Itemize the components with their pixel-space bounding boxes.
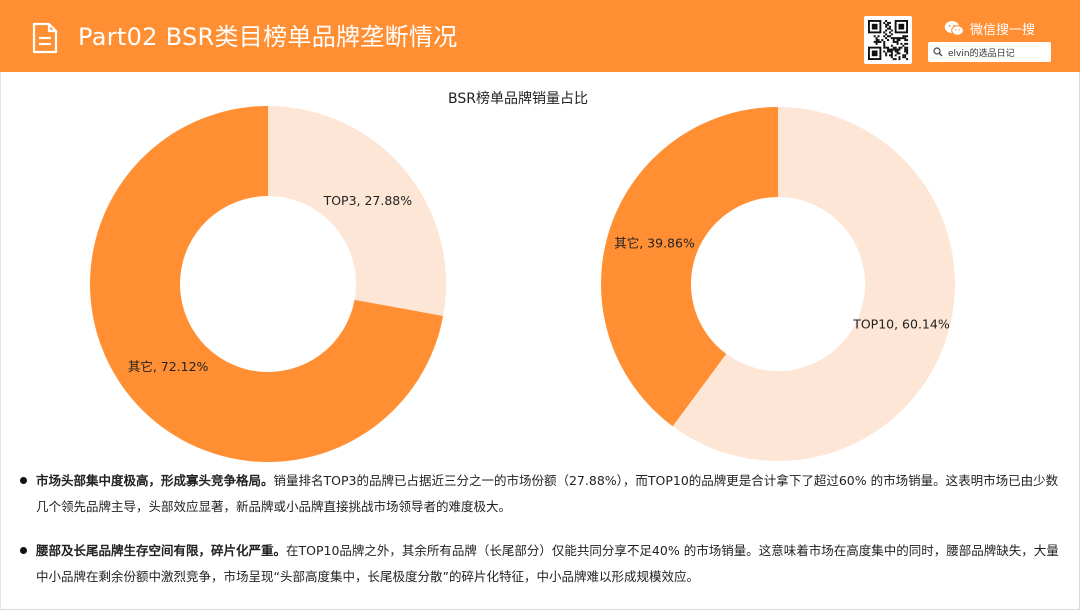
bullet-2-text: 在TOP10品牌之外，其余所有品牌（长尾部分）仅能共同分享不足40% 的市场销量… bbox=[36, 543, 1059, 584]
donut-charts: BSR榜单品牌销量占比 TOP3, 27.88% 其它, 72.12% TOP10,… bbox=[89, 90, 955, 462]
search-box[interactable]: elvin的选品日记 bbox=[928, 42, 1051, 62]
bullet-dot bbox=[20, 477, 27, 484]
donut-2-slice-2 bbox=[601, 107, 778, 427]
donut-2-label-2: 其它, 39.86% bbox=[614, 235, 695, 250]
bullet-item-2: 腰部及长尾品牌生存空间有限，碎片化严重。在TOP10品牌之外，其余所有品牌（长尾… bbox=[20, 538, 1065, 590]
bullet-list: 市场头部集中度极高，形成寡头竞争格局。销量排名TOP3的品牌已占据近三分之一的市… bbox=[20, 468, 1065, 590]
donut-2-label-1: TOP10, 60.14% bbox=[852, 317, 950, 332]
frame-border-left bbox=[0, 72, 1, 610]
header-bar: Part02 BSR类目榜单品牌垄断情况 微信搜一搜 elvin的选品日记 bbox=[0, 0, 1080, 72]
document-icon bbox=[32, 22, 58, 54]
search-text: elvin的选品日记 bbox=[948, 48, 1015, 59]
donut-1-slice-2 bbox=[89, 106, 444, 462]
donut-1-label-2: 其它, 72.12% bbox=[128, 359, 209, 374]
donut-1-slice-1 bbox=[268, 106, 446, 317]
donut-2-slice-1 bbox=[672, 107, 955, 461]
donut-1-label-1: TOP3, 27.88% bbox=[323, 193, 413, 208]
bullet-1-text: 销量排名TOP3的品牌已占据近三分之一的市场份额（27.88%），而TOP10的… bbox=[36, 473, 1059, 514]
bullet-item-1: 市场头部集中度极高，形成寡头竞争格局。销量排名TOP3的品牌已占据近三分之一的市… bbox=[20, 468, 1065, 520]
chart-title: BSR榜单品牌销量占比 bbox=[448, 90, 588, 107]
wechat-label: 微信搜一搜 bbox=[970, 22, 1036, 38]
wechat-icon bbox=[944, 20, 964, 36]
page-title: Part02 BSR类目榜单品牌垄断情况 bbox=[78, 23, 458, 51]
bullet-dot bbox=[20, 547, 27, 554]
qr-code[interactable] bbox=[864, 16, 912, 64]
bullet-1-bold: 市场头部集中度极高，形成寡头竞争格局。 bbox=[36, 473, 274, 488]
search-icon bbox=[933, 47, 943, 57]
bullet-2-bold: 腰部及长尾品牌生存空间有限，碎片化严重。 bbox=[36, 543, 287, 558]
wechat-search-label: 微信搜一搜 bbox=[944, 18, 1035, 38]
chart-area: BSR榜单品牌销量占比 TOP3, 27.88% 其它, 72.12% TOP10,… bbox=[0, 72, 1080, 467]
